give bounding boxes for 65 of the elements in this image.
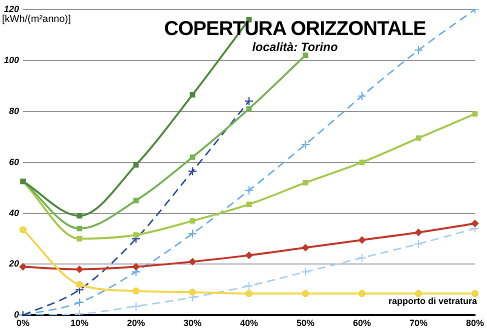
point <box>357 253 367 262</box>
point <box>76 266 84 273</box>
y-tick-label: 100 <box>4 54 20 65</box>
x-tick-label: 10% <box>70 318 89 328</box>
point <box>471 290 479 298</box>
point <box>188 166 198 176</box>
x-tick-label: 50% <box>296 318 315 328</box>
point <box>190 218 196 224</box>
x-tick-label: 30% <box>184 318 202 328</box>
x-tick-label: 40% <box>240 318 258 328</box>
x-tick-label: 60% <box>352 318 372 328</box>
point <box>133 232 139 238</box>
y-tick-label: 120 <box>4 4 20 14</box>
point <box>76 213 82 219</box>
x-tick-label: 0% <box>16 318 30 328</box>
point <box>245 290 253 298</box>
point <box>244 281 254 290</box>
y-axis-title: [kWh/(m²anno)] <box>2 14 71 25</box>
point <box>246 106 252 112</box>
point <box>190 154 196 160</box>
text: località: Torino <box>251 40 339 54</box>
y-tick-label: 80 <box>9 106 20 116</box>
point <box>300 140 310 150</box>
point <box>133 162 139 168</box>
point <box>472 111 478 117</box>
point <box>416 135 422 141</box>
point <box>19 226 27 234</box>
point <box>74 298 84 308</box>
point <box>358 290 366 298</box>
point <box>302 244 310 252</box>
point <box>190 92 196 98</box>
point <box>188 258 196 266</box>
point <box>188 288 196 296</box>
point <box>358 236 366 244</box>
x-tick-label: 70% <box>409 318 428 328</box>
x-axis-title: rapporto di vetratura <box>388 296 477 306</box>
point <box>132 287 140 295</box>
point <box>302 180 308 186</box>
point <box>302 290 310 298</box>
y-tick-label: 20 <box>8 258 20 269</box>
point <box>188 229 198 238</box>
point <box>357 91 367 101</box>
point <box>76 236 82 242</box>
point <box>244 96 254 106</box>
point <box>471 220 479 228</box>
point <box>76 226 82 232</box>
point <box>414 239 424 248</box>
point <box>359 160 365 166</box>
point <box>246 202 252 208</box>
x-tick-label: 20% <box>127 318 146 328</box>
point <box>76 281 84 288</box>
y-tick-label: 60 <box>9 156 20 167</box>
point <box>132 263 140 270</box>
point <box>414 228 422 236</box>
point <box>300 267 310 276</box>
y-tick-label: 40 <box>8 208 20 218</box>
point <box>244 186 254 195</box>
point <box>131 302 141 311</box>
point <box>414 290 422 298</box>
x-tick-label: 80% <box>466 318 484 328</box>
point <box>302 52 308 58</box>
point <box>414 46 424 55</box>
point <box>19 263 27 270</box>
point <box>245 252 253 259</box>
y-tick-label: 0 <box>14 310 20 320</box>
